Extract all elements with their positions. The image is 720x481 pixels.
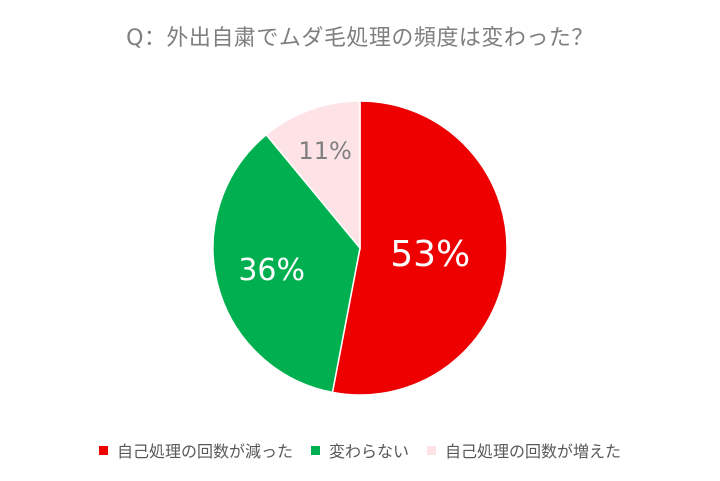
legend-label: 自己処理の回数が減った (116, 442, 293, 461)
legend-swatch (310, 445, 320, 455)
data-label-decreased: 53% (390, 234, 470, 275)
data-label-unchanged: 36% (238, 253, 305, 288)
legend-swatch (98, 445, 108, 455)
legend-item-increased: 自己処理の回数が増えた (427, 438, 621, 462)
legend-swatch (427, 445, 436, 455)
data-label-increased: 11% (298, 137, 351, 165)
legend-item-unchanged: 変わらない (310, 438, 409, 462)
legend-label: 変わらない (328, 442, 409, 461)
pie-slice-decreased (331, 100, 508, 396)
pie-slice-increased (265, 100, 361, 251)
legend-label: 自己処理の回数が増えた (445, 442, 622, 461)
legend-item-decreased: 自己処理の回数が減った (98, 438, 293, 462)
pie-slices (212, 100, 508, 396)
pie-slice-unchanged (212, 133, 361, 394)
pie-data-labels: 53% 36% 11% (238, 137, 470, 288)
chart-title: Q：外出自粛でムダ毛処理の頻度は変わった？ (126, 26, 594, 51)
legend: 自己処理の回数が減った 変わらない 自己処理の回数が増えた (0, 438, 720, 462)
